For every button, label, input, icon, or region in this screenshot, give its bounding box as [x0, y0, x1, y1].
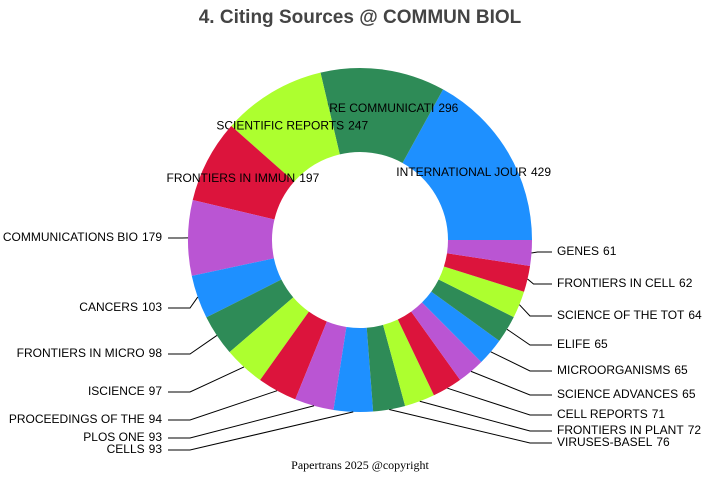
- slice-label: MICROORGANISMS 65: [557, 363, 688, 377]
- leader-line: [527, 278, 552, 285]
- label-value: 103: [142, 300, 162, 314]
- label-value: 98: [149, 346, 163, 360]
- label-value: 296: [438, 101, 458, 115]
- slice-label: FRONTIERS IN MICRO 98: [17, 346, 163, 360]
- slice-label: SCIENCE ADVANCES 65: [557, 387, 696, 401]
- label-value: 65: [682, 387, 696, 401]
- slice-label: ISCIENCE 97: [88, 384, 162, 398]
- slice-label: NATURE COMMUNICATI 296: [297, 101, 458, 115]
- leader-line: [490, 351, 552, 372]
- slice: [366, 324, 406, 412]
- label-value: 429: [531, 165, 551, 179]
- slice: [260, 311, 327, 400]
- leader-line: [168, 405, 315, 439]
- label-name: NATURE COMMUNICATI: [297, 101, 434, 115]
- chart-title: 4. Citing Sources @ COMMUN BIOL: [199, 7, 522, 28]
- label-value: 197: [299, 171, 319, 185]
- slice-label: FRONTIERS IN IMMUN 197: [167, 171, 320, 185]
- slice: [446, 240, 532, 266]
- slice: [333, 326, 374, 412]
- label-value: 72: [688, 423, 702, 437]
- slice: [438, 266, 525, 318]
- label-name: VIRUSES-BASEL: [557, 435, 653, 449]
- slice: [188, 199, 275, 276]
- slice-label: SCIENTIFIC REPORTS 247: [216, 119, 368, 133]
- leader-line: [470, 370, 552, 396]
- label-name: FRONTIERS IN MICRO: [17, 346, 145, 360]
- slice-label: PROCEEDINGS OF THE 94: [9, 412, 162, 426]
- label-name: ELIFE: [557, 337, 590, 351]
- label-value: 97: [149, 384, 163, 398]
- label-value: 65: [674, 363, 688, 377]
- label-name: CANCERS: [79, 300, 138, 314]
- footer: Papertrans 2025 @copyright: [291, 458, 429, 472]
- slice: [422, 291, 500, 362]
- slice: [402, 89, 532, 240]
- slice: [431, 279, 514, 341]
- slice: [191, 258, 282, 318]
- slice: [411, 302, 482, 380]
- label-value: 179: [142, 230, 162, 244]
- label-value: 247: [348, 119, 368, 133]
- leader-line: [531, 251, 552, 254]
- label-name: FRONTIERS IN PLANT: [557, 423, 684, 437]
- label-name: PLOS ONE: [83, 430, 144, 444]
- slice: [295, 321, 347, 410]
- slice-label: PLOS ONE 93: [83, 430, 162, 444]
- slice: [443, 253, 531, 292]
- label-value: 93: [149, 442, 163, 456]
- label-value: 64: [688, 308, 702, 322]
- label-value: 71: [652, 407, 666, 421]
- slice-label: GENES 61: [557, 244, 617, 258]
- label-name: CELL REPORTS: [557, 407, 648, 421]
- leader-line: [519, 304, 552, 317]
- label-name: FRONTIERS IN IMMUN: [167, 171, 296, 185]
- leader-line: [447, 387, 552, 416]
- label-value: 61: [603, 244, 617, 258]
- slice-label: CANCERS 103: [79, 300, 162, 314]
- leader-line: [168, 335, 218, 355]
- label-name: FRONTIERS IN CELL: [557, 276, 675, 290]
- label-value: 62: [679, 276, 693, 290]
- slice-label: FRONTIERS IN PLANT 72: [557, 423, 701, 437]
- slice: [397, 311, 461, 396]
- slice: [229, 297, 309, 381]
- slice-label: ELIFE 65: [557, 337, 608, 351]
- slice-label: SCIENCE OF THE TOT 64: [557, 308, 702, 322]
- label-name: GENES: [557, 244, 599, 258]
- label-value: 94: [149, 412, 163, 426]
- slice-label: CELLS 93: [107, 442, 163, 456]
- leader-line: [168, 296, 199, 309]
- slice-label: FRONTIERS IN CELL 62: [557, 276, 693, 290]
- leader-line: [506, 328, 552, 346]
- label-name: PROCEEDINGS OF THE: [9, 412, 145, 426]
- leader-line: [168, 366, 245, 393]
- slice: [320, 67, 444, 163]
- slice-label: COMMUNICATIONS BIO 179: [3, 230, 162, 244]
- slice-label: CELL REPORTS 71: [557, 407, 665, 421]
- label-name: INTERNATIONAL JOUR: [396, 165, 527, 179]
- slice: [383, 319, 434, 406]
- label-name: CELLS: [107, 442, 145, 456]
- label-name: ISCIENCE: [88, 384, 145, 398]
- label-name: SCIENCE OF THE TOT: [557, 308, 685, 322]
- slice-label: INTERNATIONAL JOUR 429: [396, 165, 551, 179]
- leader-line: [419, 400, 552, 432]
- label-name: COMMUNICATIONS BIO: [3, 230, 138, 244]
- slice-label: VIRUSES-BASEL 76: [557, 435, 670, 449]
- label-name: MICROORGANISMS: [557, 363, 670, 377]
- label-value: 65: [594, 337, 608, 351]
- slice: [192, 125, 295, 220]
- label-value: 76: [656, 435, 670, 449]
- leader-line: [389, 409, 552, 444]
- slice: [206, 279, 294, 353]
- label-value: 93: [149, 430, 163, 444]
- label-name: SCIENTIFIC REPORTS: [216, 119, 344, 133]
- label-name: SCIENCE ADVANCES: [557, 387, 678, 401]
- leader-line: [168, 411, 354, 451]
- leader-line: [168, 390, 278, 421]
- slice: [231, 72, 340, 182]
